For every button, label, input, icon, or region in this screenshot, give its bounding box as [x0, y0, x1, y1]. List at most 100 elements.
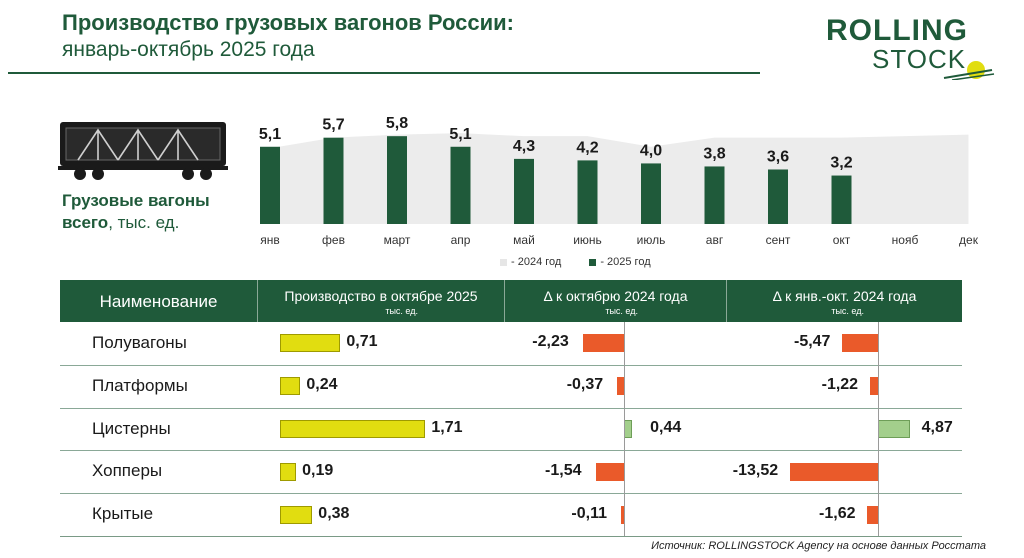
column-header-name: Наименование [60, 280, 258, 322]
x-tick-label: фев [322, 233, 345, 247]
legend-label-2024: - 2024 год [511, 256, 562, 268]
column-header-delta-oct: Δ к октябрю 2024 года тыс. ед. [505, 280, 727, 322]
bar-2025-янв [260, 146, 280, 224]
row-separator [60, 407, 962, 409]
column-header-delta-ytd: Δ к янв.-окт. 2024 года тыс. ед. [727, 280, 962, 322]
delta-oct-value: 0,44 [650, 419, 682, 436]
data-label-май: 4,3 [513, 138, 535, 155]
production-bar [280, 462, 297, 481]
delta-ytd-value: -13,52 [732, 461, 779, 479]
data-label-окт: 3,2 [830, 155, 852, 172]
logo-line1: ROLLING [826, 14, 968, 47]
production-value: 0,19 [302, 461, 334, 479]
table-row: Полувагоны [60, 322, 962, 364]
data-label-авг: 3,8 [703, 145, 725, 162]
production-value: 1,71 [431, 419, 463, 436]
data-label-апр: 5,1 [449, 126, 471, 143]
x-tick-label: июль [637, 233, 666, 247]
table-header: Наименование Производство в октябре 2025… [60, 280, 962, 322]
delta-ytd-value: -1,22 [821, 376, 859, 394]
production-bar [280, 377, 301, 396]
column-header-delta-ytd-unit: тыс. ед. [831, 306, 864, 316]
column-header-production-unit: тыс. ед. [385, 306, 418, 316]
bar-2025-окт [831, 175, 852, 224]
x-tick-label: авг [706, 233, 724, 247]
legend-item-2025: - 2025 год [589, 256, 651, 268]
production-value: 0,24 [306, 376, 338, 394]
data-label-янв: 5,1 [259, 126, 281, 143]
delta-ytd-bar [867, 505, 878, 524]
chart-subject-unit: , тыс. ед. [108, 213, 180, 232]
delta-ytd-bar [790, 462, 878, 481]
legend-swatch-2024 [500, 258, 507, 266]
bar-2025-июль [641, 163, 661, 224]
x-tick-label: дек [959, 233, 979, 247]
legend-swatch-2025 [589, 258, 597, 266]
source-note: Источник: ROLLINGSTOCK Agency на основе … [651, 540, 986, 552]
bar-2025-фев [323, 137, 344, 224]
delta-oct-value: -0,11 [571, 504, 607, 522]
row-separator [60, 450, 962, 452]
delta-ytd-bar [842, 334, 878, 353]
chart-legend: - 2024 год - 2025 год [500, 256, 651, 268]
delta-ytd-value: -1,62 [819, 504, 856, 522]
x-tick-label: март [384, 233, 411, 247]
delta-ytd-bar [878, 420, 910, 438]
column-header-delta-oct-label: Δ к октябрю 2024 года [543, 288, 688, 304]
x-tick-label: янв [260, 233, 280, 247]
delta-oct-bar [595, 462, 624, 481]
page-subtitle: январь-октябрь 2025 года [62, 38, 315, 61]
legend-item-2024: - 2024 год [500, 256, 561, 268]
column-header-production: Производство в октябре 2025 тыс. ед. [258, 280, 505, 322]
rollingstock-logo: ROLLING STOCK [826, 14, 996, 80]
column-header-name-label: Наименование [99, 292, 218, 311]
logo-line2: STOCK [872, 44, 967, 74]
table-row: Платформы [60, 365, 962, 407]
table-bottom-rule [60, 536, 962, 537]
delta-oct-zero-axis [624, 322, 625, 536]
table-row: Хопперы [60, 450, 962, 492]
production-bar [280, 505, 313, 524]
row-name: Цистерны [92, 418, 171, 438]
data-label-июль: 4,0 [640, 142, 662, 159]
legend-label-2025: - 2025 год [600, 256, 651, 268]
column-header-production-label: Производство в октябре 2025 [284, 288, 478, 304]
delta-oct-value: -0,37 [566, 376, 604, 394]
production-value: 0,38 [318, 504, 350, 522]
production-bar [280, 334, 341, 353]
x-tick-label: нояб [892, 233, 919, 247]
data-label-март: 5,8 [386, 115, 408, 132]
row-separator [60, 493, 962, 495]
x-tick-label: апр [451, 233, 471, 247]
x-tick-label: окт [833, 233, 851, 247]
row-name: Крытые [92, 504, 154, 524]
table-row: Крытые [60, 493, 962, 535]
delta-ytd-zero-axis [878, 322, 879, 536]
x-tick-label: июнь [573, 233, 602, 247]
logo-sun-rails-icon [943, 61, 995, 80]
production-value: 0,71 [346, 333, 378, 351]
data-label-июнь: 4,2 [576, 139, 598, 156]
x-tick-label: сент [766, 233, 791, 247]
delta-oct-bar [582, 334, 624, 353]
delta-oct-value: -2,23 [532, 333, 569, 351]
bar-2025-март [387, 136, 407, 224]
delta-oct-value: -1,54 [545, 461, 582, 479]
data-label-фев: 5,7 [322, 117, 344, 134]
monthly-production-chart: 5,1 5,7 5,8 5,1 4,3 4,2 4,0 3,8 3,6 3,2 янв фев март… [259, 115, 979, 247]
delta-ytd-bar [870, 377, 878, 396]
page-title: Производство грузовых вагонов России: [62, 10, 515, 35]
bar-2025-апр [450, 146, 471, 224]
delta-oct-bar [617, 377, 624, 396]
bar-2025-сент [768, 169, 788, 224]
delta-ytd-value: -5,47 [793, 333, 831, 351]
row-separator [60, 364, 962, 366]
data-label-сент: 3,6 [767, 148, 789, 165]
delta-oct-bar [624, 420, 633, 438]
chart-subject-bold: Грузовые вагоны всего [62, 191, 210, 232]
column-header-delta-oct-unit: тыс. ед. [605, 306, 638, 316]
production-bar [280, 420, 426, 438]
delta-ytd-value: 4,87 [921, 419, 953, 436]
delta-oct-bar [621, 505, 624, 524]
x-tick-label: май [513, 233, 535, 247]
